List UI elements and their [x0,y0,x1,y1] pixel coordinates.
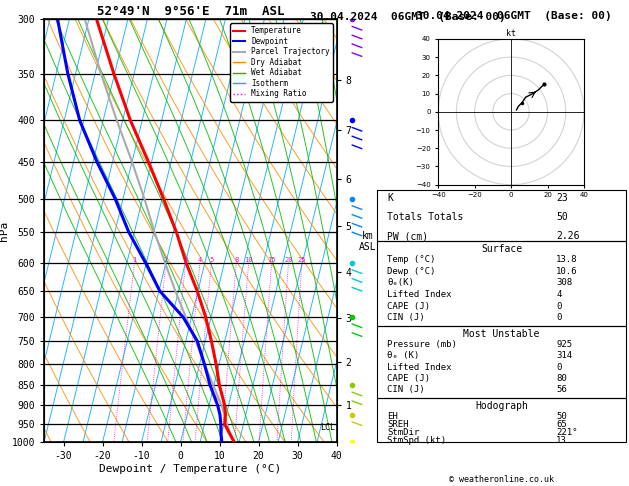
Text: EH: EH [387,412,398,421]
Text: Dewp (°C): Dewp (°C) [387,267,436,276]
Text: CAPE (J): CAPE (J) [387,374,430,383]
Text: 50: 50 [556,212,568,222]
Text: K: K [387,193,393,203]
Text: 314: 314 [556,351,572,360]
Title: 52°49'N  9°56'E  71m  ASL: 52°49'N 9°56'E 71m ASL [96,5,284,18]
Text: CIN (J): CIN (J) [387,313,425,322]
Text: θₑ(K): θₑ(K) [387,278,415,287]
Text: 13: 13 [556,435,567,445]
Text: Surface: Surface [481,244,522,254]
Text: 56: 56 [556,385,567,395]
Y-axis label: km
ASL: km ASL [359,231,377,252]
Bar [377,190,626,242]
Text: 30.04.2024  06GMT  (Base: 00): 30.04.2024 06GMT (Base: 00) [416,11,612,21]
Text: LCL: LCL [320,423,335,433]
Bar [377,398,626,442]
Text: Lifted Index: Lifted Index [387,363,452,372]
Text: Most Unstable: Most Unstable [464,329,540,339]
Text: 4: 4 [198,257,202,263]
Text: Totals Totals: Totals Totals [387,212,464,222]
Text: 20: 20 [284,257,292,263]
Text: 15: 15 [267,257,276,263]
Text: 30.04.2024  06GMT  (Base: 00): 30.04.2024 06GMT (Base: 00) [310,12,506,22]
Bar [377,326,626,398]
Text: StmDir: StmDir [387,428,420,437]
Text: Hodograph: Hodograph [475,400,528,411]
Text: 0: 0 [556,313,562,322]
Text: Lifted Index: Lifted Index [387,290,452,299]
Text: PW (cm): PW (cm) [387,231,428,241]
Text: 10.6: 10.6 [556,267,578,276]
Text: 2.26: 2.26 [556,231,580,241]
Text: 0: 0 [556,363,562,372]
Text: 0: 0 [556,302,562,311]
Title: kt: kt [506,29,516,38]
Text: Pressure (mb): Pressure (mb) [387,340,457,349]
Text: CIN (J): CIN (J) [387,385,425,395]
X-axis label: Dewpoint / Temperature (°C): Dewpoint / Temperature (°C) [99,464,281,474]
Text: 13.8: 13.8 [556,255,578,264]
Text: θₑ (K): θₑ (K) [387,351,420,360]
Text: 925: 925 [556,340,572,349]
Text: 23: 23 [556,193,568,203]
Text: 50: 50 [556,412,567,421]
Text: 3: 3 [184,257,187,263]
Text: 4: 4 [556,290,562,299]
Y-axis label: hPa: hPa [0,221,9,241]
Text: 221°: 221° [556,428,578,437]
Text: 308: 308 [556,278,572,287]
Text: 80: 80 [556,374,567,383]
Text: 65: 65 [556,420,567,429]
Text: 8: 8 [234,257,238,263]
Text: 2: 2 [164,257,168,263]
Text: StmSpd (kt): StmSpd (kt) [387,435,447,445]
Legend: Temperature, Dewpoint, Parcel Trajectory, Dry Adiabat, Wet Adiabat, Isotherm, Mi: Temperature, Dewpoint, Parcel Trajectory… [230,23,333,102]
Text: © weatheronline.co.uk: © weatheronline.co.uk [449,474,554,484]
Text: SREH: SREH [387,420,409,429]
Text: CAPE (J): CAPE (J) [387,302,430,311]
Bar [377,242,626,326]
Text: 1: 1 [132,257,136,263]
Text: 25: 25 [298,257,306,263]
Text: 10: 10 [245,257,253,263]
Text: Temp (°C): Temp (°C) [387,255,436,264]
Text: 5: 5 [209,257,213,263]
